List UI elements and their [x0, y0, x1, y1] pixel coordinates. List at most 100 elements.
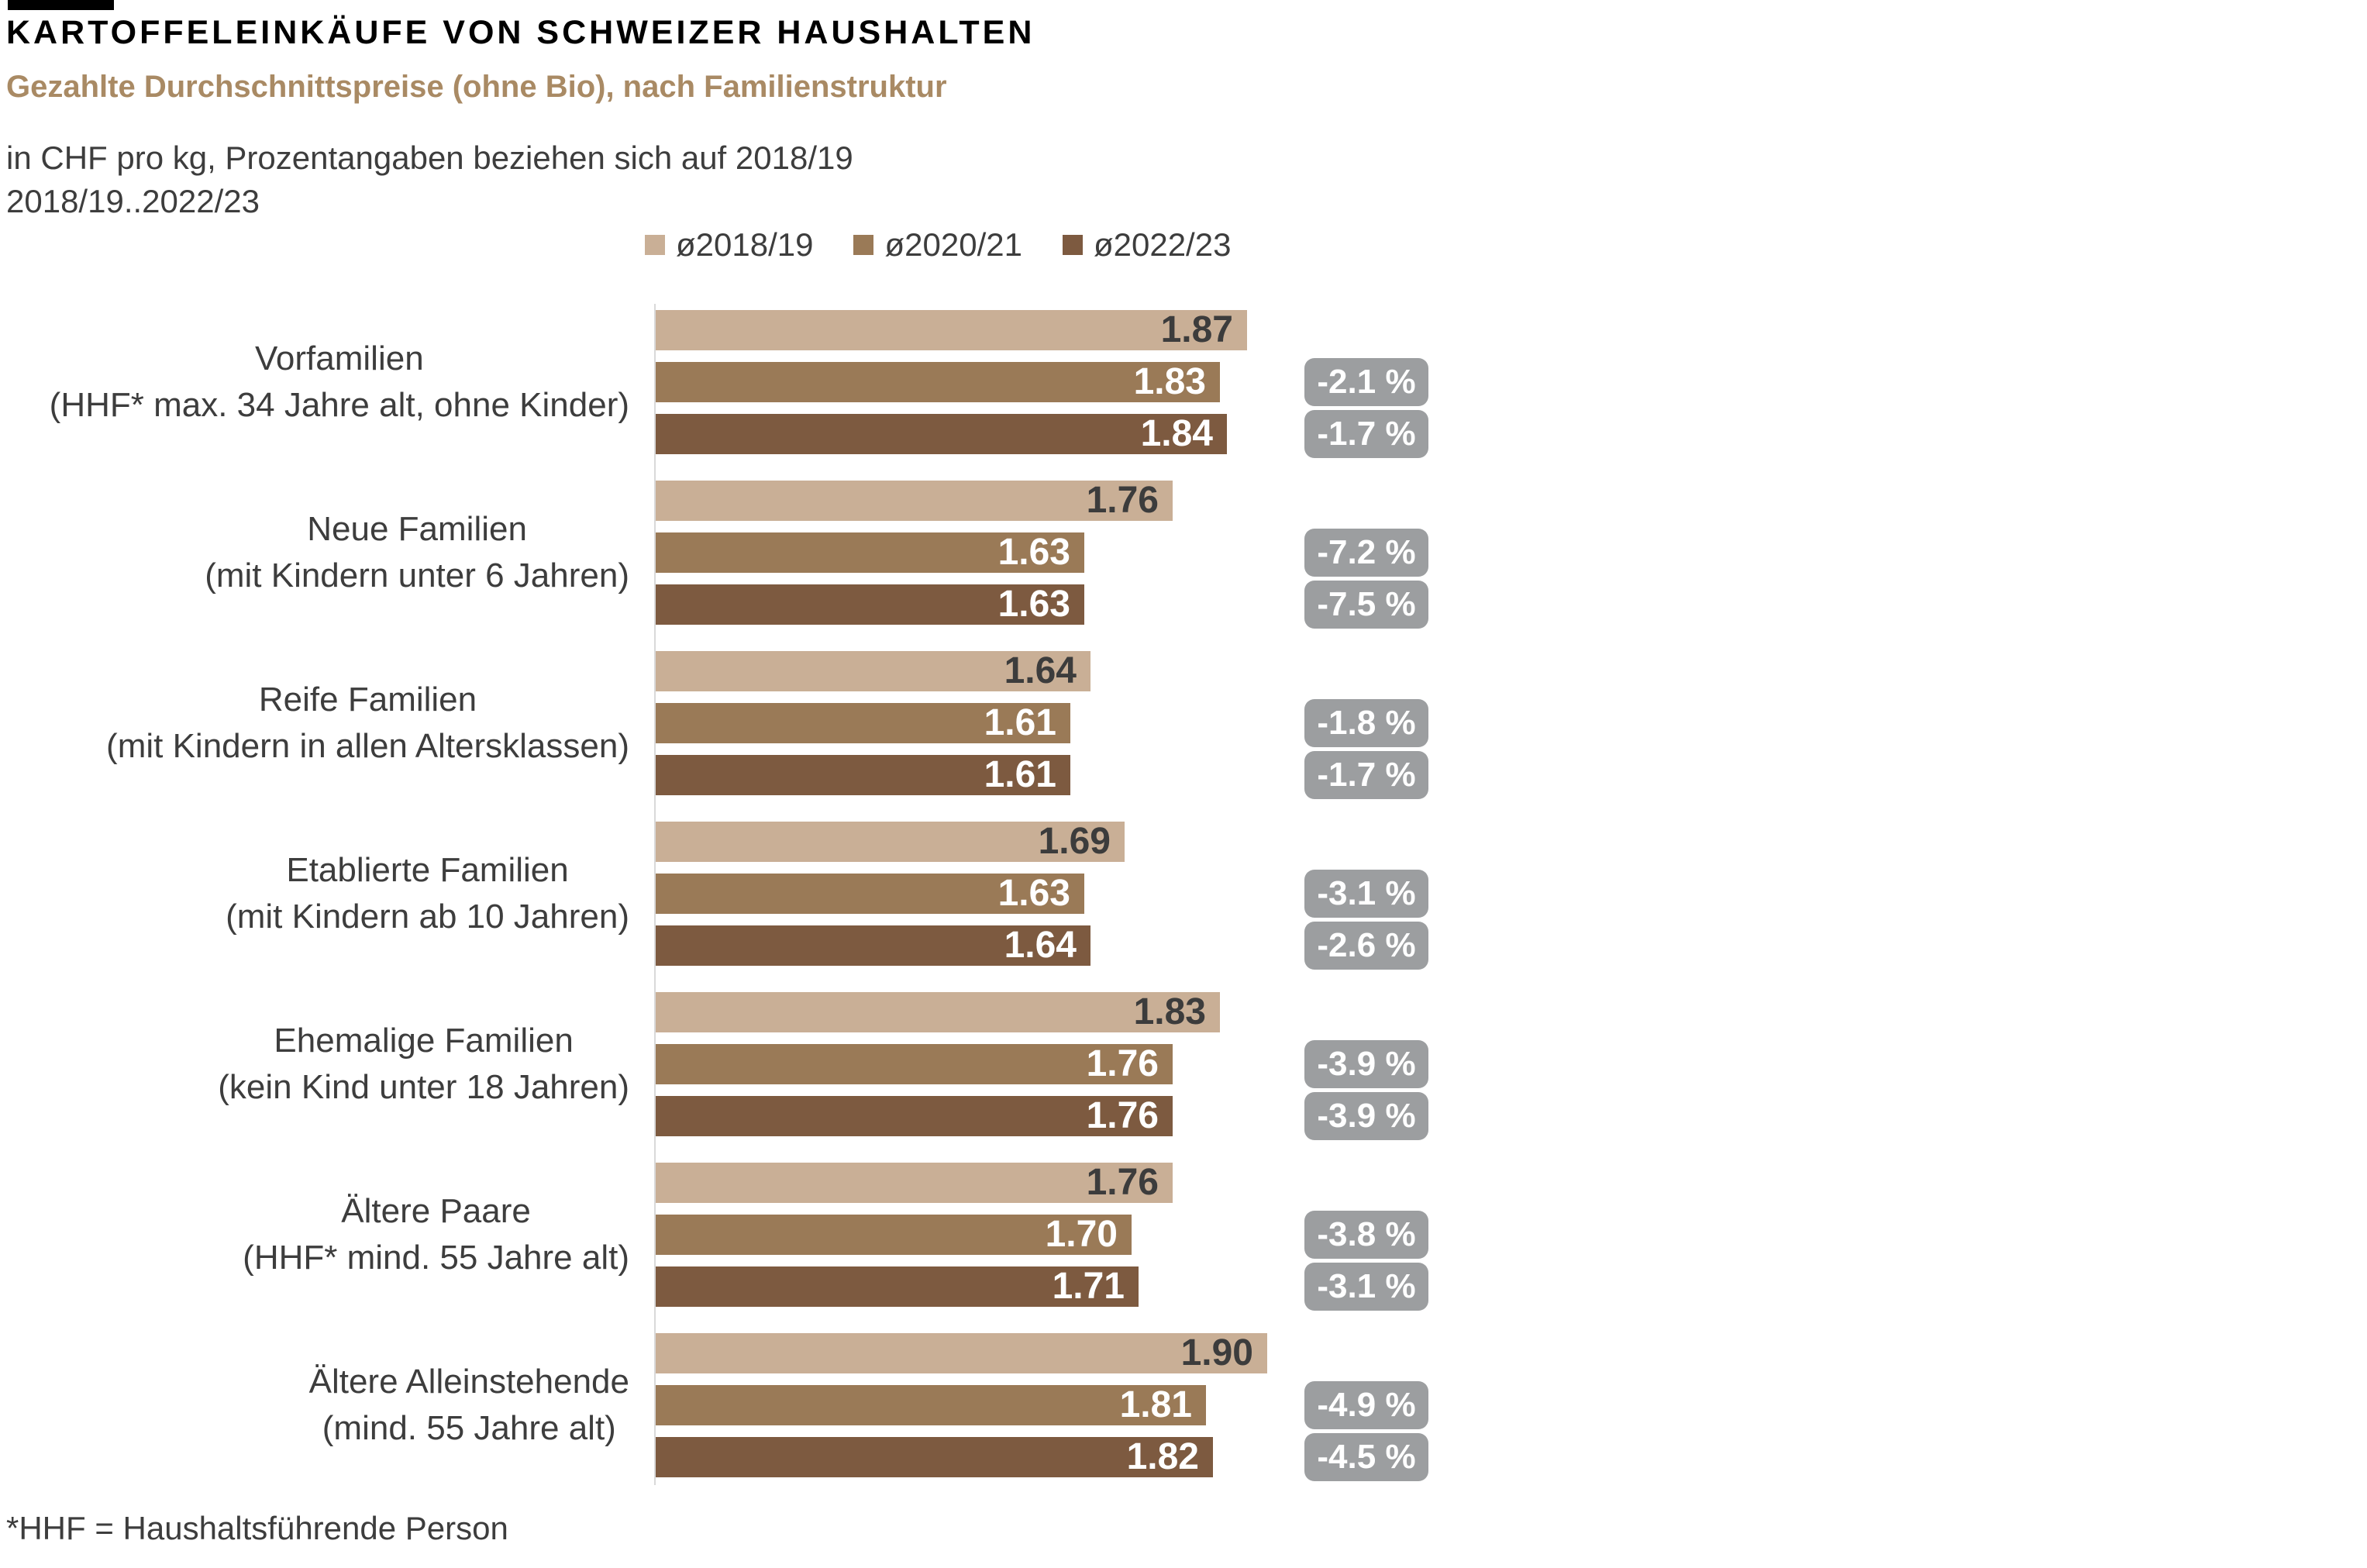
group-row: Ältere Paare (HHF* mind. 55 Jahre alt) 1…	[0, 1163, 2367, 1311]
bar-value-label: 1.63	[997, 532, 1070, 573]
change-badge: -3.8 %	[1304, 1211, 1428, 1259]
bar-value-label: 1.76	[1086, 480, 1159, 521]
bar: 1.87	[656, 310, 1247, 350]
group-row: Ehemalige Familien (kein Kind unter 18 J…	[0, 992, 2367, 1140]
bar: 1.82	[656, 1437, 1213, 1477]
group-label-cell: Vorfamilien (HHF* max. 34 Jahre alt, ohn…	[0, 310, 629, 454]
bar: 1.81	[656, 1385, 1206, 1425]
group-label-block: Vorfamilien (HHF* max. 34 Jahre alt, ohn…	[50, 336, 629, 429]
bar-value-label: 1.61	[984, 702, 1056, 743]
bar-value-label: 1.63	[997, 873, 1070, 914]
bar-value-label: 1.63	[997, 584, 1070, 625]
change-badge: -7.5 %	[1304, 581, 1428, 629]
group-label-block: Neue Familien (mit Kindern unter 6 Jahre…	[205, 506, 629, 599]
group-label-block: Reife Familien (mit Kindern in allen Alt…	[106, 677, 629, 770]
bar-value-label: 1.76	[1086, 1095, 1159, 1136]
legend-item-2020-21: ø2020/21	[853, 226, 1022, 264]
change-badge: -3.9 %	[1304, 1092, 1428, 1140]
group-label-cell: Ehemalige Familien (kein Kind unter 18 J…	[0, 992, 629, 1136]
bar: 1.84	[656, 414, 1227, 454]
bar: 1.64	[656, 651, 1090, 691]
bar: 1.76	[656, 1163, 1173, 1203]
group-label-cell: Reife Familien (mit Kindern in allen Alt…	[0, 651, 629, 795]
change-badge: -3.1 %	[1304, 1263, 1428, 1311]
group-sublabel: (mit Kindern in allen Altersklassen)	[106, 727, 629, 765]
bar-value-label: 1.83	[1133, 991, 1206, 1032]
footnote: *HHF = Haushaltsführende Person	[6, 1510, 508, 1546]
bar: 1.83	[656, 362, 1220, 402]
legend-swatch-2018-19	[645, 235, 665, 255]
legend-item-2022-23: ø2022/23	[1062, 226, 1232, 264]
bar-value-label: 1.76	[1086, 1162, 1159, 1203]
group-label-cell: Neue Familien (mit Kindern unter 6 Jahre…	[0, 481, 629, 625]
bar: 1.69	[656, 822, 1125, 862]
group-label-block: Ältere Paare (HHF* mind. 55 Jahre alt)	[243, 1188, 629, 1281]
legend: ø2018/19 ø2020/21 ø2022/23	[645, 226, 1231, 264]
axis-line	[654, 304, 656, 1485]
change-badge: -7.2 %	[1304, 529, 1428, 577]
bar-value-label: 1.71	[1052, 1266, 1125, 1307]
bar-value-label: 1.87	[1160, 309, 1233, 350]
bar: 1.83	[656, 992, 1220, 1032]
bar-value-label: 1.64	[1004, 925, 1077, 966]
group-label: Etablierte Familien	[286, 851, 569, 889]
bar: 1.90	[656, 1333, 1267, 1373]
group-label: Neue Familien	[307, 510, 527, 548]
group-label: Ältere Alleinstehende	[308, 1363, 629, 1401]
change-badge: -4.9 %	[1304, 1381, 1428, 1429]
group-label-cell: Ältere Alleinstehende (mind. 55 Jahre al…	[0, 1333, 629, 1477]
bar: 1.63	[656, 874, 1084, 914]
group-label-block: Etablierte Familien (mit Kindern ab 10 J…	[226, 847, 629, 940]
change-badge: -1.7 %	[1304, 751, 1428, 799]
group-label: Ehemalige Familien	[274, 1022, 574, 1060]
bar: 1.76	[656, 481, 1173, 521]
group-sublabel: (kein Kind unter 18 Jahren)	[218, 1068, 629, 1106]
bar-value-label: 1.76	[1086, 1043, 1159, 1084]
group-label-block: Ehemalige Familien (kein Kind unter 18 J…	[218, 1018, 629, 1111]
bar-value-label: 1.82	[1126, 1436, 1199, 1477]
legend-label: ø2022/23	[1093, 226, 1232, 263]
group-sublabel: (mit Kindern unter 6 Jahren)	[205, 557, 629, 594]
group-label-cell: Ältere Paare (HHF* mind. 55 Jahre alt)	[0, 1163, 629, 1307]
change-badge: -1.7 %	[1304, 410, 1428, 458]
bar: 1.63	[656, 532, 1084, 573]
unit-note: in CHF pro kg, Prozentangaben beziehen s…	[6, 140, 853, 176]
group-label: Vorfamilien	[255, 339, 424, 377]
legend-label: ø2018/19	[676, 226, 814, 263]
change-badge: -1.8 %	[1304, 699, 1428, 747]
bar: 1.76	[656, 1044, 1173, 1084]
group-row: Vorfamilien (HHF* max. 34 Jahre alt, ohn…	[0, 310, 2367, 458]
group-sublabel: (mind. 55 Jahre alt)	[322, 1409, 616, 1447]
page-subtitle: Gezahlte Durchschnittspreise (ohne Bio),…	[6, 70, 947, 104]
legend-label: ø2020/21	[884, 226, 1022, 263]
group-row: Etablierte Familien (mit Kindern ab 10 J…	[0, 822, 2367, 970]
group-label-block: Ältere Alleinstehende (mind. 55 Jahre al…	[309, 1359, 629, 1452]
group-sublabel: (HHF* mind. 55 Jahre alt)	[243, 1239, 629, 1277]
change-badge: -2.6 %	[1304, 922, 1428, 970]
legend-item-2018-19: ø2018/19	[645, 226, 813, 264]
change-badge: -3.1 %	[1304, 870, 1428, 918]
change-badge: -4.5 %	[1304, 1433, 1428, 1481]
bar: 1.61	[656, 703, 1070, 743]
group-row: Neue Familien (mit Kindern unter 6 Jahre…	[0, 481, 2367, 629]
change-badge: -2.1 %	[1304, 358, 1428, 406]
bar: 1.70	[656, 1215, 1132, 1255]
bar-value-label: 1.84	[1140, 413, 1213, 454]
group-label: Ältere Paare	[341, 1192, 531, 1230]
bar: 1.71	[656, 1266, 1139, 1307]
bar-value-label: 1.90	[1180, 1332, 1253, 1373]
brand-bar	[8, 0, 114, 10]
bar-chart: Vorfamilien (HHF* max. 34 Jahre alt, ohn…	[0, 304, 2367, 1496]
group-row: Ältere Alleinstehende (mind. 55 Jahre al…	[0, 1333, 2367, 1481]
change-badge: -3.9 %	[1304, 1040, 1428, 1088]
group-label: Reife Familien	[258, 681, 477, 719]
bar-value-label: 1.83	[1133, 361, 1206, 402]
group-sublabel: (mit Kindern ab 10 Jahren)	[226, 898, 629, 936]
group-label-cell: Etablierte Familien (mit Kindern ab 10 J…	[0, 822, 629, 966]
bar-value-label: 1.61	[984, 754, 1056, 795]
range-note: 2018/19..2022/23	[6, 183, 260, 219]
bar: 1.61	[656, 755, 1070, 795]
legend-swatch-2022-23	[1062, 235, 1083, 255]
group-sublabel: (HHF* max. 34 Jahre alt, ohne Kinder)	[49, 386, 629, 424]
bar-value-label: 1.69	[1038, 821, 1111, 862]
